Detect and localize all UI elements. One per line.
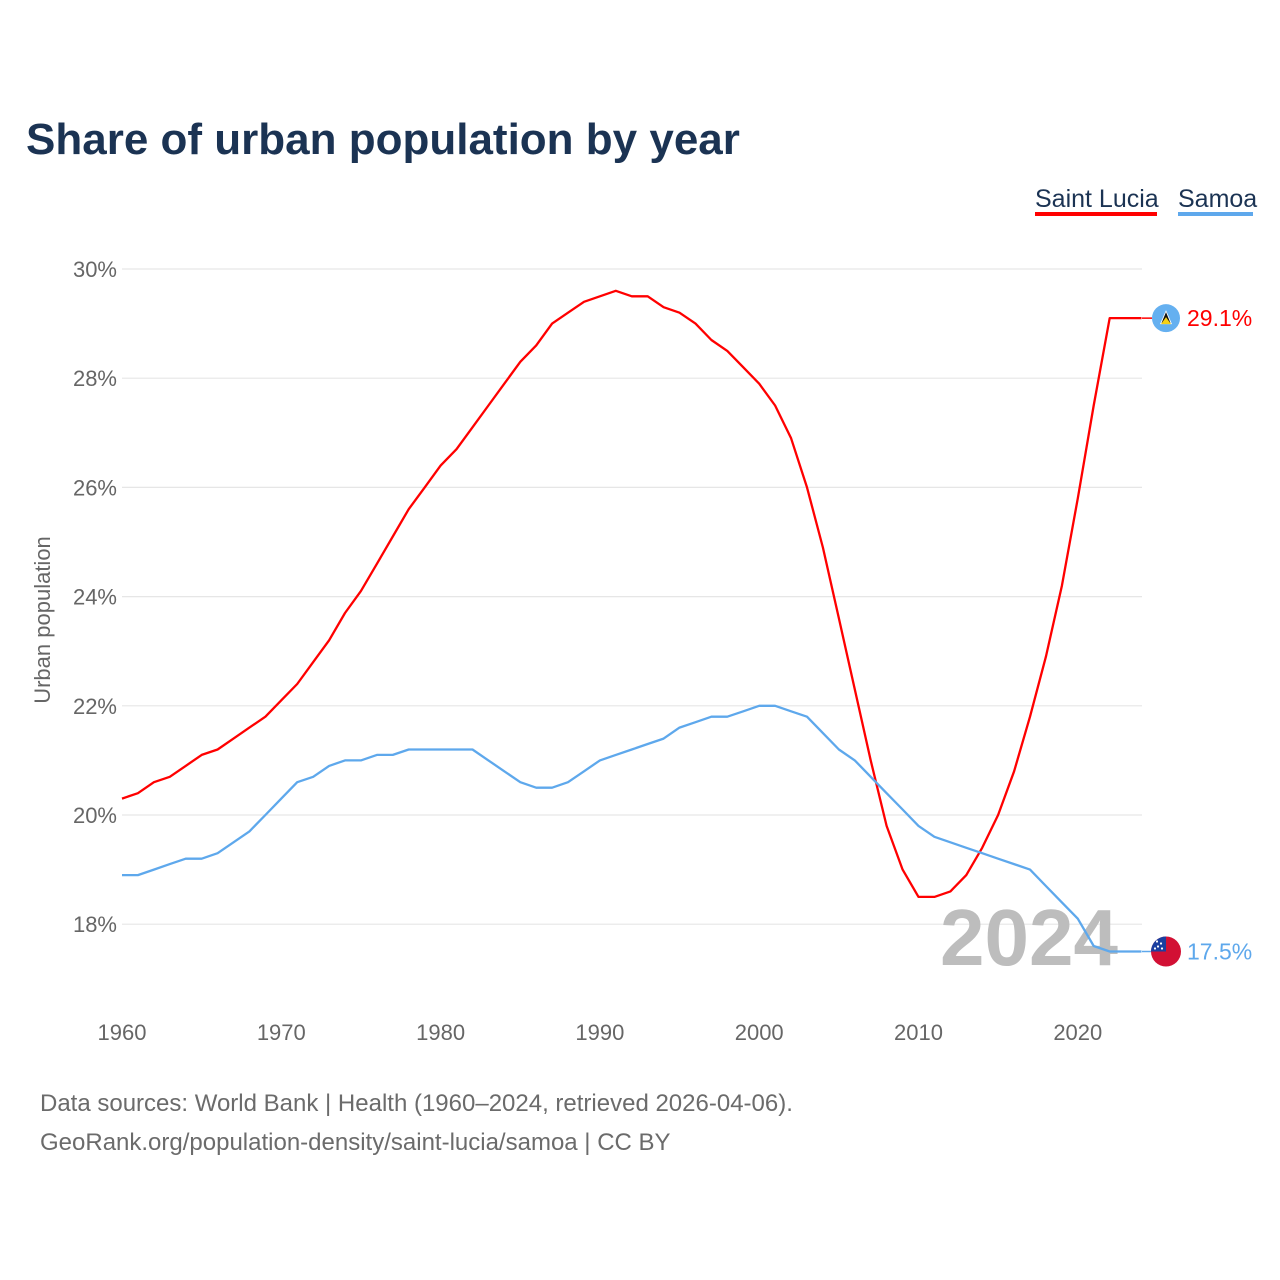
y-axis-label: Urban population [30,536,55,704]
chart-title: Share of urban population by year [26,115,740,164]
series-line-saint-lucia [121,289,1142,899]
y-tick-label: 22% [73,694,117,719]
y-tick-label: 18% [73,912,117,937]
legend-item-saint-lucia[interactable]: Saint Lucia [1035,185,1159,213]
y-tick-label: 26% [73,475,117,500]
x-axis-ticks: 1960 1970 1980 1990 2000 2010 2020 [98,1020,1103,1045]
footer-link[interactable]: GeoRank.org/population-density/saint-luc… [40,1129,671,1156]
gridlines [122,268,1142,925]
footer-source: Data sources: World Bank | Health (1960–… [40,1090,793,1117]
y-tick-label: 30% [73,257,117,282]
x-tick-label: 1990 [575,1020,624,1045]
series-lines [121,289,1142,953]
x-tick-label: 1960 [98,1020,147,1045]
x-tick-label: 2020 [1053,1020,1102,1045]
x-tick-label: 2010 [894,1020,943,1045]
y-tick-label: 24% [73,585,117,610]
y-axis-ticks: 18% 20% 22% 24% 26% 28% 30% [73,257,117,937]
legend: Saint Lucia Samoa [1035,185,1257,216]
end-value-label: 17.5% [1187,939,1252,965]
y-tick-label: 28% [73,366,117,391]
end-value-label: 29.1% [1187,305,1252,331]
x-tick-label: 1970 [257,1020,306,1045]
year-watermark: 2024 [940,893,1118,982]
samoa-flag-icon [1151,936,1181,967]
end-labels: 29.1% 17.5% [1142,304,1252,967]
x-tick-label: 1980 [416,1020,465,1045]
series-line-samoa [122,704,1142,953]
legend-item-samoa[interactable]: Samoa [1178,185,1257,213]
legend-swatch [1178,212,1253,216]
x-tick-label: 2000 [735,1020,784,1045]
legend-swatch [1035,212,1157,216]
saint-lucia-flag-icon [1152,304,1180,333]
y-tick-label: 20% [73,803,117,828]
